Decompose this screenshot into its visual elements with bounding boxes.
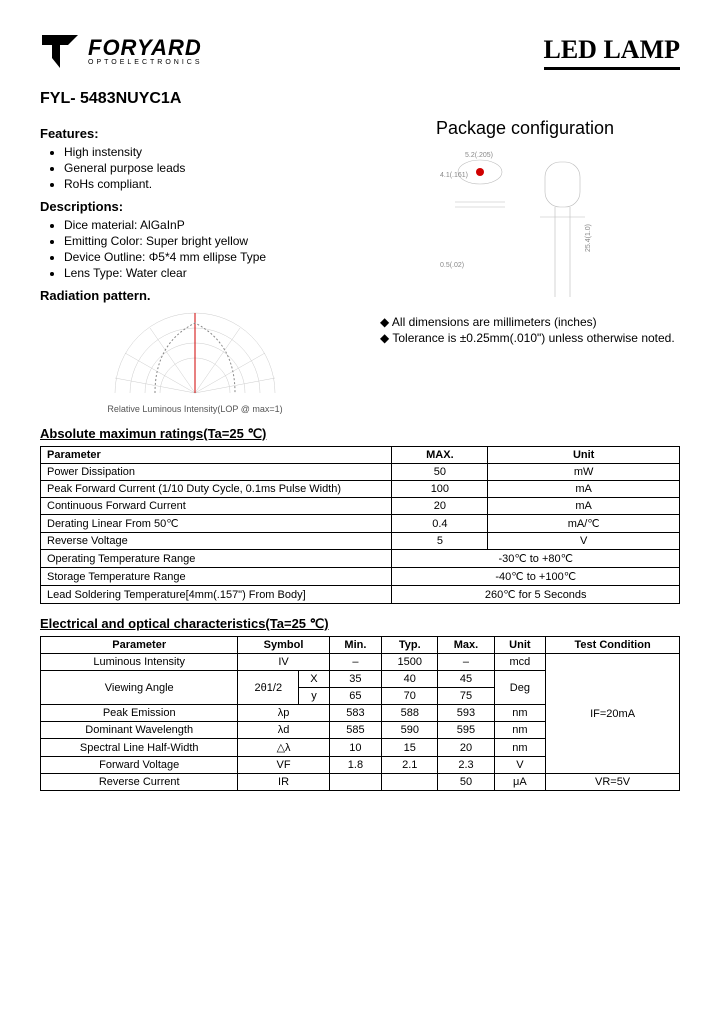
svg-text:0.5(.02): 0.5(.02) bbox=[440, 262, 464, 269]
table-row: Operating Temperature Range-30℃ to +80℃ bbox=[41, 550, 680, 568]
svg-text:5.2(.205): 5.2(.205) bbox=[465, 152, 493, 159]
package-notes: All dimensions are millimeters (inches) … bbox=[370, 315, 680, 345]
info-columns: Features: High instensity General purpos… bbox=[40, 118, 680, 414]
descriptions-list: Dice material: AlGaInP Emitting Color: S… bbox=[40, 218, 350, 280]
table-header: Test Condition bbox=[546, 637, 680, 654]
table-header: Max. bbox=[438, 637, 494, 654]
table-row: Peak Forward Current (1/10 Duty Cycle, 0… bbox=[41, 481, 680, 498]
table-row: Lead Soldering Temperature[4mm(.157") Fr… bbox=[41, 586, 680, 604]
table-header: Parameter bbox=[41, 637, 238, 654]
svg-text:4.1(.161): 4.1(.161) bbox=[440, 172, 468, 179]
abs-max-title: Absolute maximun ratings(Ta=25 ℃) bbox=[40, 426, 680, 442]
list-item: High instensity bbox=[64, 145, 350, 159]
brand-name: FORYARD bbox=[88, 35, 203, 61]
package-heading: Package configuration bbox=[370, 118, 680, 139]
elec-opt-table: Parameter Symbol Min. Typ. Max. Unit Tes… bbox=[40, 636, 680, 791]
list-item: RoHs compliant. bbox=[64, 177, 350, 191]
table-header: MAX. bbox=[392, 447, 488, 464]
table-row: Reverse CurrentIR50μAVR=5V bbox=[41, 774, 680, 791]
table-header: Parameter bbox=[41, 447, 392, 464]
document-title: LED LAMP bbox=[544, 35, 681, 70]
brand-logo-icon bbox=[40, 30, 80, 70]
radiation-caption: Relative Luminous Intensity(LOP @ max=1) bbox=[40, 404, 350, 414]
list-item: Emitting Color: Super bright yellow bbox=[64, 234, 350, 248]
features-list: High instensity General purpose leads Ro… bbox=[40, 145, 350, 191]
descriptions-heading: Descriptions: bbox=[40, 199, 350, 214]
list-item: Device Outline: Φ5*4 mm ellipse Type bbox=[64, 250, 350, 264]
table-row: Continuous Forward Current20mA bbox=[41, 498, 680, 515]
list-item: Lens Type: Water clear bbox=[64, 266, 350, 280]
document-header: FORYARD OPTOELECTRONICS LED LAMP bbox=[40, 30, 680, 70]
brand-subtitle: OPTOELECTRONICS bbox=[88, 59, 203, 66]
table-header: Unit bbox=[488, 447, 680, 464]
right-column: Package configuration 4.1(.161) 5.2(.205… bbox=[370, 118, 680, 414]
table-row: Derating Linear From 50℃0.4mA/℃ bbox=[41, 515, 680, 533]
elec-opt-title: Electrical and optical characteristics(T… bbox=[40, 616, 680, 632]
table-header: Typ. bbox=[382, 637, 438, 654]
table-row: Reverse Voltage5V bbox=[41, 533, 680, 550]
radiation-heading: Radiation pattern. bbox=[40, 288, 350, 303]
list-item: Tolerance is ±0.25mm(.010") unless other… bbox=[380, 331, 680, 345]
part-number: FYL- 5483NUYC1A bbox=[40, 90, 680, 108]
table-header: Min. bbox=[329, 637, 381, 654]
radiation-pattern-diagram: Relative Luminous Intensity(LOP @ max=1) bbox=[40, 308, 350, 414]
list-item: Dice material: AlGaInP bbox=[64, 218, 350, 232]
brand-logo-block: FORYARD OPTOELECTRONICS bbox=[40, 30, 203, 70]
list-item: All dimensions are millimeters (inches) bbox=[380, 315, 680, 329]
table-row: Power Dissipation50mW bbox=[41, 464, 680, 481]
list-item: General purpose leads bbox=[64, 161, 350, 175]
table-header: Unit bbox=[494, 637, 546, 654]
svg-text:25.4(1.0): 25.4(1.0) bbox=[585, 224, 592, 252]
left-column: Features: High instensity General purpos… bbox=[40, 118, 350, 414]
features-heading: Features: bbox=[40, 126, 350, 141]
abs-max-table: Parameter MAX. Unit Power Dissipation50m… bbox=[40, 446, 680, 604]
table-row: Storage Temperature Range-40℃ to +100℃ bbox=[41, 568, 680, 586]
package-diagram: 4.1(.161) 5.2(.205) 25.4(1.0) 0.5(.02) bbox=[435, 147, 615, 307]
table-header: Symbol bbox=[238, 637, 329, 654]
table-row: Luminous Intensity IV – 1500 – mcd IF=20… bbox=[41, 654, 680, 671]
